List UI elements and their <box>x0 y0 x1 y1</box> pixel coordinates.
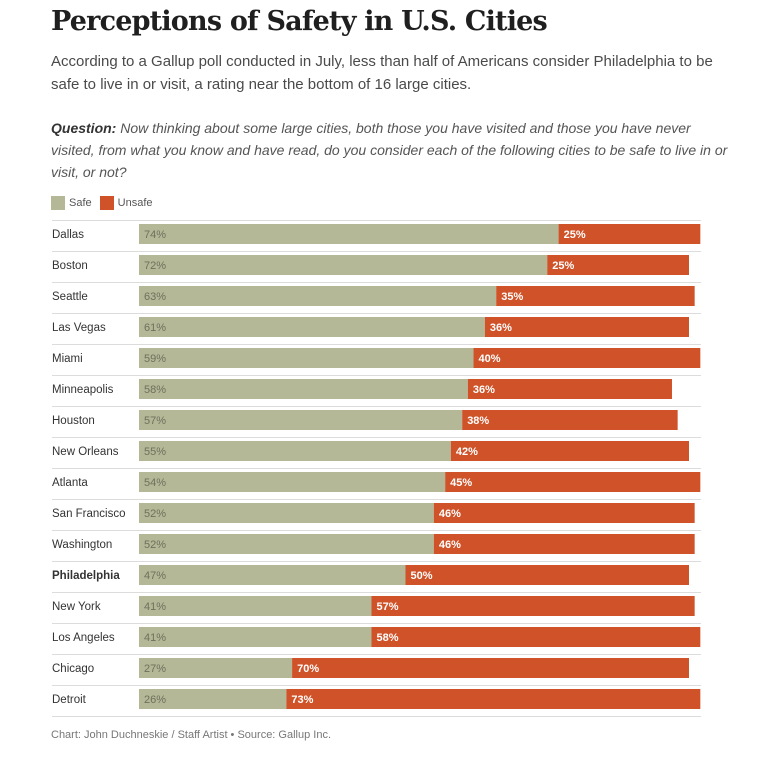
bar-unsafe-boston <box>547 255 689 275</box>
bar-unsafe-detroit <box>286 689 701 709</box>
legend-item-unsafe: Unsafe <box>99 196 153 210</box>
data-label-unsafe-new-york: 57% <box>376 601 398 613</box>
legend-swatch-safe <box>51 196 65 210</box>
category-label-philadelphia: Philadelphia <box>52 570 120 582</box>
data-label-unsafe-houston: 38% <box>467 415 489 427</box>
bar-unsafe-atlanta <box>445 472 701 492</box>
chart-title: Perceptions of Safety in U.S. Cities <box>51 6 548 37</box>
data-label-safe-los-angeles: 41% <box>144 632 166 644</box>
bar-unsafe-seattle <box>496 286 695 306</box>
chart-credit: Chart: John Duchneskie / Staff Artist • … <box>51 729 332 741</box>
category-label-washington: Washington <box>52 539 112 551</box>
data-label-safe-boston: 72% <box>144 260 166 272</box>
bar-unsafe-san-francisco <box>433 503 695 523</box>
bar-unsafe-los-angeles <box>371 627 701 647</box>
bar-safe-detroit <box>139 689 287 709</box>
legend-label-unsafe: Unsafe <box>117 197 153 209</box>
bar-safe-chicago <box>139 658 293 678</box>
data-label-safe-washington: 52% <box>144 539 166 551</box>
data-label-safe-new-orleans: 55% <box>144 446 166 458</box>
survey-question: Question: Now thinking about some large … <box>51 117 731 183</box>
bar-safe-houston <box>139 410 463 430</box>
bar-unsafe-new-orleans <box>450 441 689 461</box>
bar-safe-san-francisco <box>139 503 434 523</box>
data-label-unsafe-minneapolis: 36% <box>473 384 495 396</box>
chart-subtitle: According to a Gallup poll conducted in … <box>51 53 713 93</box>
legend-label-safe: Safe <box>69 197 92 209</box>
category-label-houston: Houston <box>52 415 95 427</box>
legend-swatch-unsafe <box>99 196 114 210</box>
category-label-los-angeles: Los Angeles <box>52 632 115 644</box>
bar-unsafe-philadelphia <box>405 565 689 585</box>
data-label-safe-seattle: 63% <box>144 291 166 303</box>
category-label-chicago: Chicago <box>52 663 94 675</box>
data-label-safe-san-francisco: 52% <box>144 508 166 520</box>
bar-unsafe-miami <box>473 348 701 368</box>
data-label-safe-miami: 59% <box>144 353 166 365</box>
legend: Safe Unsafe <box>51 196 161 210</box>
category-label-miami: Miami <box>52 353 83 365</box>
bar-safe-miami <box>139 348 474 368</box>
data-label-safe-minneapolis: 58% <box>144 384 166 396</box>
bar-unsafe-las-vegas <box>484 317 689 337</box>
bar-safe-minneapolis <box>139 379 468 399</box>
data-label-unsafe-washington: 46% <box>439 539 461 551</box>
data-label-unsafe-los-angeles: 58% <box>376 632 398 644</box>
data-label-safe-las-vegas: 61% <box>144 322 166 334</box>
category-label-dallas: Dallas <box>52 229 84 241</box>
question-label: Question: <box>51 120 117 136</box>
category-label-new-york: New York <box>52 601 101 613</box>
bar-safe-philadelphia <box>139 565 406 585</box>
data-label-unsafe-new-orleans: 42% <box>456 446 478 458</box>
data-label-unsafe-atlanta: 45% <box>450 477 472 489</box>
category-label-new-orleans: New Orleans <box>52 446 119 458</box>
bar-unsafe-washington <box>433 534 695 554</box>
category-label-atlanta: Atlanta <box>52 477 88 489</box>
bar-safe-dallas <box>139 224 559 244</box>
bar-safe-las-vegas <box>139 317 485 337</box>
data-label-unsafe-miami: 40% <box>479 353 501 365</box>
data-label-safe-atlanta: 54% <box>144 477 166 489</box>
bar-unsafe-chicago <box>292 658 689 678</box>
data-label-unsafe-philadelphia: 50% <box>410 570 432 582</box>
bar-safe-seattle <box>139 286 497 306</box>
question-text: Now thinking about some large cities, bo… <box>51 120 728 180</box>
data-label-unsafe-seattle: 35% <box>501 291 523 303</box>
bar-safe-new-york <box>139 596 372 616</box>
category-label-las-vegas: Las Vegas <box>52 322 106 334</box>
data-label-unsafe-detroit: 73% <box>291 694 313 706</box>
bar-safe-new-orleans <box>139 441 451 461</box>
data-label-unsafe-san-francisco: 46% <box>439 508 461 520</box>
bar-safe-boston <box>139 255 548 275</box>
bar-unsafe-dallas <box>558 224 701 244</box>
category-label-minneapolis: Minneapolis <box>52 384 114 396</box>
category-label-boston: Boston <box>52 260 88 272</box>
data-label-safe-dallas: 74% <box>144 229 166 241</box>
data-label-safe-houston: 57% <box>144 415 166 427</box>
bar-safe-washington <box>139 534 434 554</box>
data-label-unsafe-dallas: 25% <box>564 229 586 241</box>
data-label-safe-philadelphia: 47% <box>144 570 166 582</box>
data-label-safe-new-york: 41% <box>144 601 166 613</box>
category-label-seattle: Seattle <box>52 291 88 303</box>
bar-safe-los-angeles <box>139 627 372 647</box>
data-label-unsafe-boston: 25% <box>552 260 574 272</box>
category-label-detroit: Detroit <box>52 694 87 706</box>
category-label-san-francisco: San Francisco <box>52 508 126 520</box>
bar-safe-atlanta <box>139 472 446 492</box>
data-label-unsafe-las-vegas: 36% <box>490 322 512 334</box>
data-label-unsafe-chicago: 70% <box>297 663 319 675</box>
bar-unsafe-minneapolis <box>467 379 672 399</box>
bar-unsafe-houston <box>462 410 678 430</box>
bar-unsafe-new-york <box>371 596 695 616</box>
data-label-safe-detroit: 26% <box>144 694 166 706</box>
legend-item-safe: Safe <box>51 196 92 210</box>
data-label-safe-chicago: 27% <box>144 663 166 675</box>
